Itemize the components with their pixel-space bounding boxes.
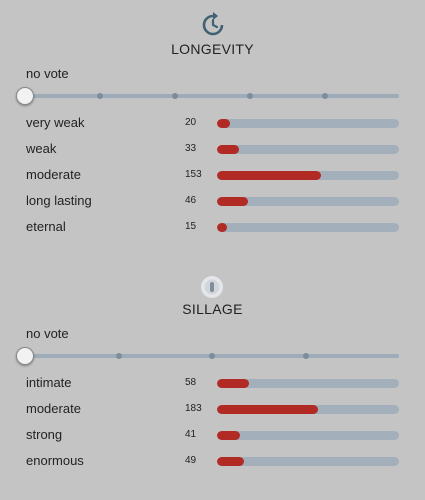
- row-count: 49: [185, 455, 197, 466]
- bar-track: [217, 379, 399, 388]
- bar-fill: [217, 457, 245, 466]
- longevity-slider-track[interactable]: [24, 94, 399, 98]
- row-label: enormous: [26, 453, 84, 468]
- sillage-icon: [200, 275, 224, 299]
- bar-track: [217, 145, 399, 154]
- longevity-slider-stop[interactable]: [97, 93, 103, 99]
- row-label: strong: [26, 427, 63, 442]
- sillage-vote-label: no vote: [26, 326, 69, 341]
- bar-track: [217, 457, 399, 466]
- row-label: moderate: [26, 401, 81, 416]
- bar-track: [217, 431, 399, 440]
- sillage-row: moderate 183: [0, 401, 425, 419]
- bar-fill: [217, 145, 239, 154]
- sillage-row: enormous 49: [0, 453, 425, 471]
- row-count: 58: [185, 377, 197, 388]
- bar-track: [217, 171, 399, 180]
- row-count: 46: [185, 195, 197, 206]
- row-count: 33: [185, 143, 197, 154]
- bar-fill: [217, 197, 248, 206]
- longevity-slider-stop[interactable]: [172, 93, 178, 99]
- row-label: long lasting: [26, 193, 92, 208]
- longevity-slider-stop[interactable]: [247, 93, 253, 99]
- sillage-slider-thumb[interactable]: [16, 347, 34, 365]
- longevity-title: LONGEVITY: [171, 41, 254, 57]
- row-count: 20: [185, 117, 197, 128]
- longevity-slider-thumb[interactable]: [16, 87, 34, 105]
- bar-track: [217, 223, 399, 232]
- longevity-row: weak 33: [0, 141, 425, 159]
- longevity-row: long lasting 46: [0, 193, 425, 211]
- longevity-row: very weak 20: [0, 115, 425, 133]
- bar-track: [217, 405, 399, 414]
- bar-fill: [217, 379, 249, 388]
- sillage-slider-stop[interactable]: [209, 353, 215, 359]
- row-label: intimate: [26, 375, 72, 390]
- row-label: very weak: [26, 115, 85, 130]
- row-count: 41: [185, 429, 197, 440]
- bar-fill: [217, 171, 321, 180]
- clock-rewind-icon: [198, 10, 228, 40]
- longevity-row: eternal 15: [0, 219, 425, 237]
- row-count: 15: [185, 221, 197, 232]
- longevity-slider-stop[interactable]: [322, 93, 328, 99]
- sillage-row: strong 41: [0, 427, 425, 445]
- row-count: 153: [185, 169, 202, 180]
- row-label: weak: [26, 141, 57, 156]
- bar-track: [217, 119, 399, 128]
- bar-fill: [217, 431, 240, 440]
- sillage-row: intimate 58: [0, 375, 425, 393]
- row-label: eternal: [26, 219, 66, 234]
- bar-fill: [217, 223, 227, 232]
- bar-track: [217, 197, 399, 206]
- longevity-row: moderate 153: [0, 167, 425, 185]
- bar-fill: [217, 405, 318, 414]
- bar-fill: [217, 119, 230, 128]
- sillage-slider-stop[interactable]: [116, 353, 122, 359]
- row-count: 183: [185, 403, 202, 414]
- sillage-title: SILLAGE: [182, 301, 243, 317]
- longevity-vote-label: no vote: [26, 66, 69, 81]
- row-label: moderate: [26, 167, 81, 182]
- sillage-slider-stop[interactable]: [303, 353, 309, 359]
